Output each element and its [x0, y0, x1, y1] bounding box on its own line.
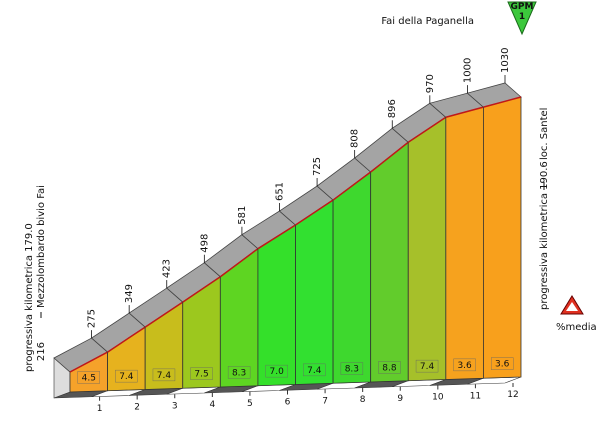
- x-tick-label: 8: [360, 395, 366, 405]
- end-place: loc. Santel: [539, 108, 550, 160]
- gradient-label: 7.4: [157, 371, 172, 381]
- gradient-box: [340, 362, 364, 375]
- gradient-box: [491, 357, 514, 370]
- profile-edge: [332, 171, 372, 201]
- profile-segment: [295, 199, 334, 385]
- gradient-label: 3.6: [457, 361, 472, 371]
- gpm-label: GPM: [511, 2, 534, 12]
- gradient-box: [227, 366, 251, 379]
- x-tick-label: 2: [134, 403, 140, 413]
- profile-segment: [445, 106, 484, 380]
- altitude-label: 725: [312, 157, 323, 176]
- altitude-label: 808: [350, 129, 361, 148]
- gradient-label: 8.3: [345, 365, 359, 375]
- profile-segment: [257, 224, 296, 387]
- profile-edge: [295, 199, 334, 226]
- gradient-label: 8.8: [382, 363, 397, 373]
- profile-edge: [69, 351, 108, 373]
- legend-icon-inner: [566, 302, 578, 311]
- profile-segment: [483, 96, 522, 379]
- gpm-badge: [507, 1, 537, 36]
- start-place: Mezzolombardo bivio Fai: [36, 185, 47, 308]
- gradient-label: 7.0: [270, 367, 285, 377]
- gradient-box: [115, 369, 138, 383]
- altitude-label: 498: [199, 234, 210, 253]
- altitude-label: 349: [124, 284, 135, 303]
- x-tick-label: 4: [209, 400, 215, 410]
- gradient-box: [303, 363, 326, 377]
- gradient-box: [378, 361, 401, 374]
- profile-edge: [107, 326, 146, 353]
- profile-segment: [370, 141, 409, 383]
- profile-segment: [407, 116, 447, 382]
- x-tick-label: 12: [507, 390, 518, 400]
- gpm-category: 1: [519, 12, 525, 22]
- profile-segment: [332, 171, 372, 384]
- x-tick-label: 7: [322, 396, 328, 406]
- gradient-label: 7.4: [119, 372, 134, 382]
- x-tick-label: 6: [285, 398, 291, 408]
- altitude-label: 423: [162, 259, 173, 278]
- gradient-label: 8.3: [232, 368, 246, 378]
- x-tick-label: 11: [470, 391, 481, 401]
- gradient-box: [415, 359, 439, 373]
- altitude-label: 1000: [462, 58, 473, 83]
- summit-name: Fai della Paganella: [381, 16, 474, 27]
- altitude-label: 275: [87, 309, 98, 328]
- profile-edge: [219, 248, 259, 278]
- altitude-label: 896: [387, 99, 398, 118]
- gradient-label: 7.4: [307, 366, 322, 376]
- x-tick-label: 1: [97, 404, 103, 414]
- profile-edge: [144, 301, 184, 328]
- altitude-label: 1030: [500, 48, 511, 73]
- profile-edge: [182, 276, 221, 303]
- profile-edge: [483, 96, 522, 108]
- altitude-label: 581: [237, 206, 248, 225]
- altitude-label: 216: [36, 342, 47, 361]
- x-tick-label: 5: [247, 399, 253, 409]
- altitude-label: 970: [425, 74, 436, 93]
- x-tick-label: 9: [397, 394, 403, 404]
- end-kilometer: progressiva kilometrica 190.6: [539, 161, 550, 310]
- x-tick-label: 3: [172, 401, 178, 411]
- gradient-box: [190, 367, 213, 380]
- profile-edge: [407, 116, 447, 143]
- profile-edge: [445, 106, 484, 118]
- gradient-label: 7.5: [194, 370, 208, 380]
- gradient-label: 4.5: [82, 373, 96, 383]
- start-kilometer: progressiva kilometrica 179.0: [24, 223, 35, 372]
- x-tick-label: 10: [432, 393, 444, 403]
- altitude-label: 651: [275, 182, 286, 201]
- gradient-box: [152, 368, 176, 382]
- profile-edge: [257, 224, 296, 250]
- gradient-label: 3.6: [495, 360, 510, 370]
- profile-edge: [370, 141, 409, 173]
- gradient-label: 7.4: [420, 362, 435, 372]
- gradient-box: [453, 358, 476, 372]
- gradient-box: [77, 371, 100, 384]
- legend-label: %media: [556, 322, 597, 333]
- gradient-box: [265, 364, 288, 378]
